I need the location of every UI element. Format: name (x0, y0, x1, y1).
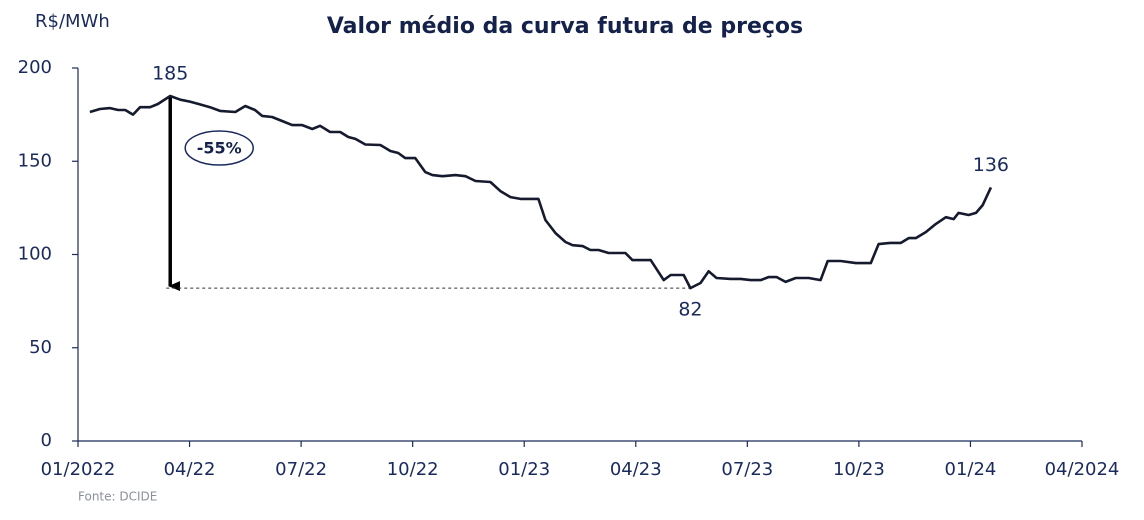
y-tick-label: 150 (18, 150, 52, 171)
x-tick-label: 10/23 (833, 459, 885, 480)
x-tick-label: 04/23 (610, 459, 662, 480)
x-tick-label: 01/24 (945, 459, 997, 480)
change-badge (184, 130, 254, 166)
y-tick-label: 200 (18, 57, 52, 78)
y-tick-label: 0 (41, 430, 52, 451)
point-label: 185 (152, 62, 188, 84)
x-tick-label: 04/2024 (1045, 459, 1120, 480)
x-tick-label: 01/23 (498, 459, 550, 480)
y-tick-label: 50 (29, 337, 52, 358)
point-label: 136 (973, 154, 1009, 176)
x-tick-label: 07/23 (721, 459, 773, 480)
x-tick-label: 10/22 (387, 459, 439, 480)
chart-title: Valor médio da curva futura de preços (327, 14, 803, 39)
x-tick-label: 07/22 (275, 459, 327, 480)
x-tick-label: 04/22 (164, 459, 216, 480)
y-axis-unit: R$/MWh (35, 11, 110, 32)
change-label: -55% (197, 139, 242, 158)
y-tick-label: 100 (18, 244, 52, 265)
x-tick-label: 01/2022 (41, 459, 116, 480)
point-label: 82 (678, 299, 702, 321)
source: Fonte: DCIDE (78, 490, 157, 504)
price-line (89, 94, 993, 290)
